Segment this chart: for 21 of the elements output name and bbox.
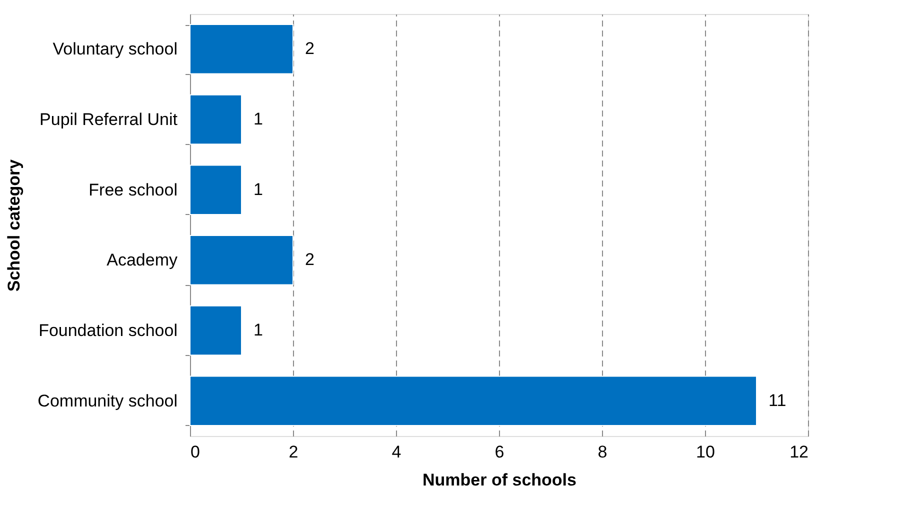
- y-tick-label: Community school: [38, 391, 178, 410]
- x-axis-title: Number of schools: [422, 470, 576, 490]
- y-tick-label: Voluntary school: [52, 40, 178, 59]
- y-tick-label: Academy: [106, 250, 178, 270]
- x-tick-label: 4: [392, 442, 402, 462]
- x-tick-label: 0: [190, 442, 200, 462]
- y-tick-label: Pupil Referral Unit: [40, 110, 178, 129]
- x-tick-label: 12: [790, 442, 808, 462]
- x-tick-label: 2: [288, 442, 298, 462]
- x-tick-label: 10: [696, 442, 715, 462]
- x-tick-label: 8: [598, 442, 608, 462]
- y-axis-title: School category: [4, 158, 24, 292]
- data-label: 1: [254, 110, 263, 128]
- data-label: 2: [305, 39, 314, 58]
- x-tick-label: 6: [494, 442, 504, 462]
- y-tick-label: Free school: [88, 180, 178, 200]
- data-label: 1: [254, 180, 263, 199]
- data-label: 11: [768, 390, 786, 410]
- y-tick-label: Foundation school: [38, 321, 178, 340]
- data-label: 2: [305, 250, 314, 270]
- data-label: 1: [254, 320, 263, 340]
